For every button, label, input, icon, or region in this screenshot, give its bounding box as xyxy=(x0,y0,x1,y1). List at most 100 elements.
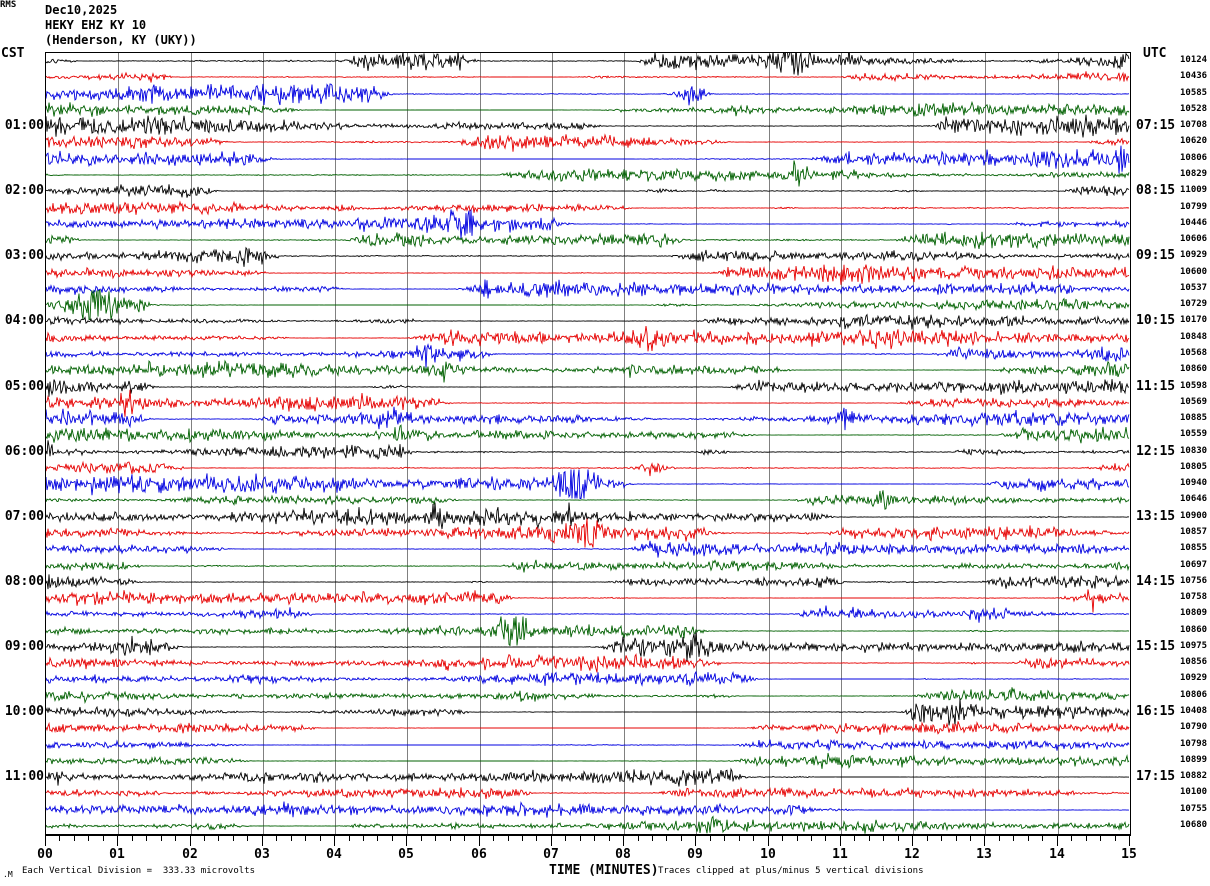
x-tick-minor xyxy=(247,835,248,841)
rms-value: 10124 xyxy=(1180,55,1208,66)
x-tick-label: 08 xyxy=(615,847,631,862)
rms-value: 10940 xyxy=(1180,478,1208,489)
grid-line-minute-08 xyxy=(624,53,625,834)
seismic-trace xyxy=(46,420,1130,450)
time-label-cst: 06:00 xyxy=(4,443,44,459)
x-tick-label: 00 xyxy=(37,847,53,862)
time-label-utc: 15:15 xyxy=(1136,638,1176,654)
x-tick-minor xyxy=(710,835,711,841)
rms-value: 10569 xyxy=(1180,396,1208,407)
time-label-utc: 08:15 xyxy=(1136,183,1176,199)
x-tick-minor xyxy=(739,835,740,841)
x-tick-major xyxy=(334,835,335,846)
x-tick-major xyxy=(117,835,118,846)
x-axis xyxy=(45,835,1131,847)
time-label-cst: 07:00 xyxy=(4,508,44,524)
clip-note: Traces clipped at plus/minus 5 vertical … xyxy=(658,866,924,876)
x-tick-major xyxy=(45,835,46,846)
x-tick-minor xyxy=(1100,835,1101,841)
time-label-cst: 10:00 xyxy=(4,703,44,719)
seismic-trace xyxy=(46,664,1130,694)
x-tick-major xyxy=(623,835,624,846)
rms-value: 10882 xyxy=(1180,771,1208,782)
rms-value: 10758 xyxy=(1180,592,1208,603)
x-tick-minor xyxy=(305,835,306,841)
axis-label-rms: RMS xyxy=(0,0,17,10)
rms-value: 10848 xyxy=(1180,331,1208,342)
rms-value: 10855 xyxy=(1180,543,1208,554)
x-tick-major xyxy=(1057,835,1058,846)
x-tick-label: 05 xyxy=(398,847,414,862)
x-tick-minor xyxy=(146,835,147,841)
rms-value: 10598 xyxy=(1180,380,1208,391)
helicorder-plot[interactable] xyxy=(45,52,1131,835)
x-tick-minor xyxy=(1028,835,1029,841)
x-tick-minor xyxy=(421,835,422,841)
x-tick-minor xyxy=(956,835,957,841)
x-tick-minor xyxy=(970,835,971,841)
time-label-utc: 17:15 xyxy=(1136,769,1176,785)
time-label-cst: 03:00 xyxy=(4,248,44,264)
time-label-utc: 10:15 xyxy=(1136,313,1176,329)
seismic-trace xyxy=(46,697,1130,727)
x-tick-minor xyxy=(377,835,378,841)
seismic-trace xyxy=(46,762,1130,792)
x-tick-minor xyxy=(435,835,436,841)
rms-value: 10830 xyxy=(1180,445,1208,456)
rms-value: 10528 xyxy=(1180,103,1208,114)
time-label-cst: 04:00 xyxy=(4,313,44,329)
seismic-trace xyxy=(46,795,1130,825)
seismic-trace xyxy=(46,746,1130,776)
x-tick-label: 10 xyxy=(760,847,776,862)
grid-line-minute-13 xyxy=(985,53,986,834)
rms-value: 10799 xyxy=(1180,201,1208,212)
rms-value: 10798 xyxy=(1180,738,1208,749)
rms-value: 10708 xyxy=(1180,120,1208,131)
seismic-trace xyxy=(46,258,1130,288)
x-tick-minor xyxy=(233,835,234,841)
rms-value: 10436 xyxy=(1180,71,1208,82)
x-tick-minor xyxy=(392,835,393,841)
x-tick-minor xyxy=(1013,835,1014,841)
seismic-trace xyxy=(46,274,1130,304)
x-tick-minor xyxy=(88,835,89,841)
x-tick-minor xyxy=(132,835,133,841)
x-tick-major xyxy=(551,835,552,846)
x-tick-label: 13 xyxy=(976,847,992,862)
time-label-utc: 07:15 xyxy=(1136,118,1176,134)
x-tick-minor xyxy=(825,835,826,841)
grid-line-minute-12 xyxy=(913,53,914,834)
seismic-trace xyxy=(46,567,1130,597)
seismic-trace xyxy=(46,306,1130,336)
rms-value: 10620 xyxy=(1180,136,1208,147)
x-tick-major xyxy=(479,835,480,846)
x-tick-major xyxy=(984,835,985,846)
seismic-trace xyxy=(46,79,1130,109)
seismic-trace xyxy=(46,62,1130,92)
rms-value: 10100 xyxy=(1180,787,1208,798)
x-tick-minor xyxy=(652,835,653,841)
x-tick-minor xyxy=(161,835,162,841)
x-tick-label: 09 xyxy=(687,847,703,862)
grid-line-minute-10 xyxy=(769,53,770,834)
rms-value: 10806 xyxy=(1180,152,1208,163)
seismic-trace xyxy=(46,453,1130,483)
rms-value: 10899 xyxy=(1180,754,1208,765)
grid-line-minute-05 xyxy=(407,53,408,834)
seismic-trace xyxy=(46,52,1130,76)
seismic-trace xyxy=(46,485,1130,515)
seismic-trace xyxy=(46,616,1130,646)
rms-value: 10680 xyxy=(1180,819,1208,830)
rms-value: 10697 xyxy=(1180,559,1208,570)
time-label-cst: 09:00 xyxy=(4,638,44,654)
time-label-utc: 14:15 xyxy=(1136,573,1176,589)
seismic-trace xyxy=(46,339,1130,369)
header-date: Dec10,2025 xyxy=(45,3,118,17)
x-tick-minor xyxy=(363,835,364,841)
x-tick-minor xyxy=(508,835,509,841)
seismic-trace xyxy=(46,355,1130,385)
x-tick-label: 12 xyxy=(904,847,920,862)
time-label-cst: 08:00 xyxy=(4,573,44,589)
time-label-utc: 09:15 xyxy=(1136,248,1176,264)
